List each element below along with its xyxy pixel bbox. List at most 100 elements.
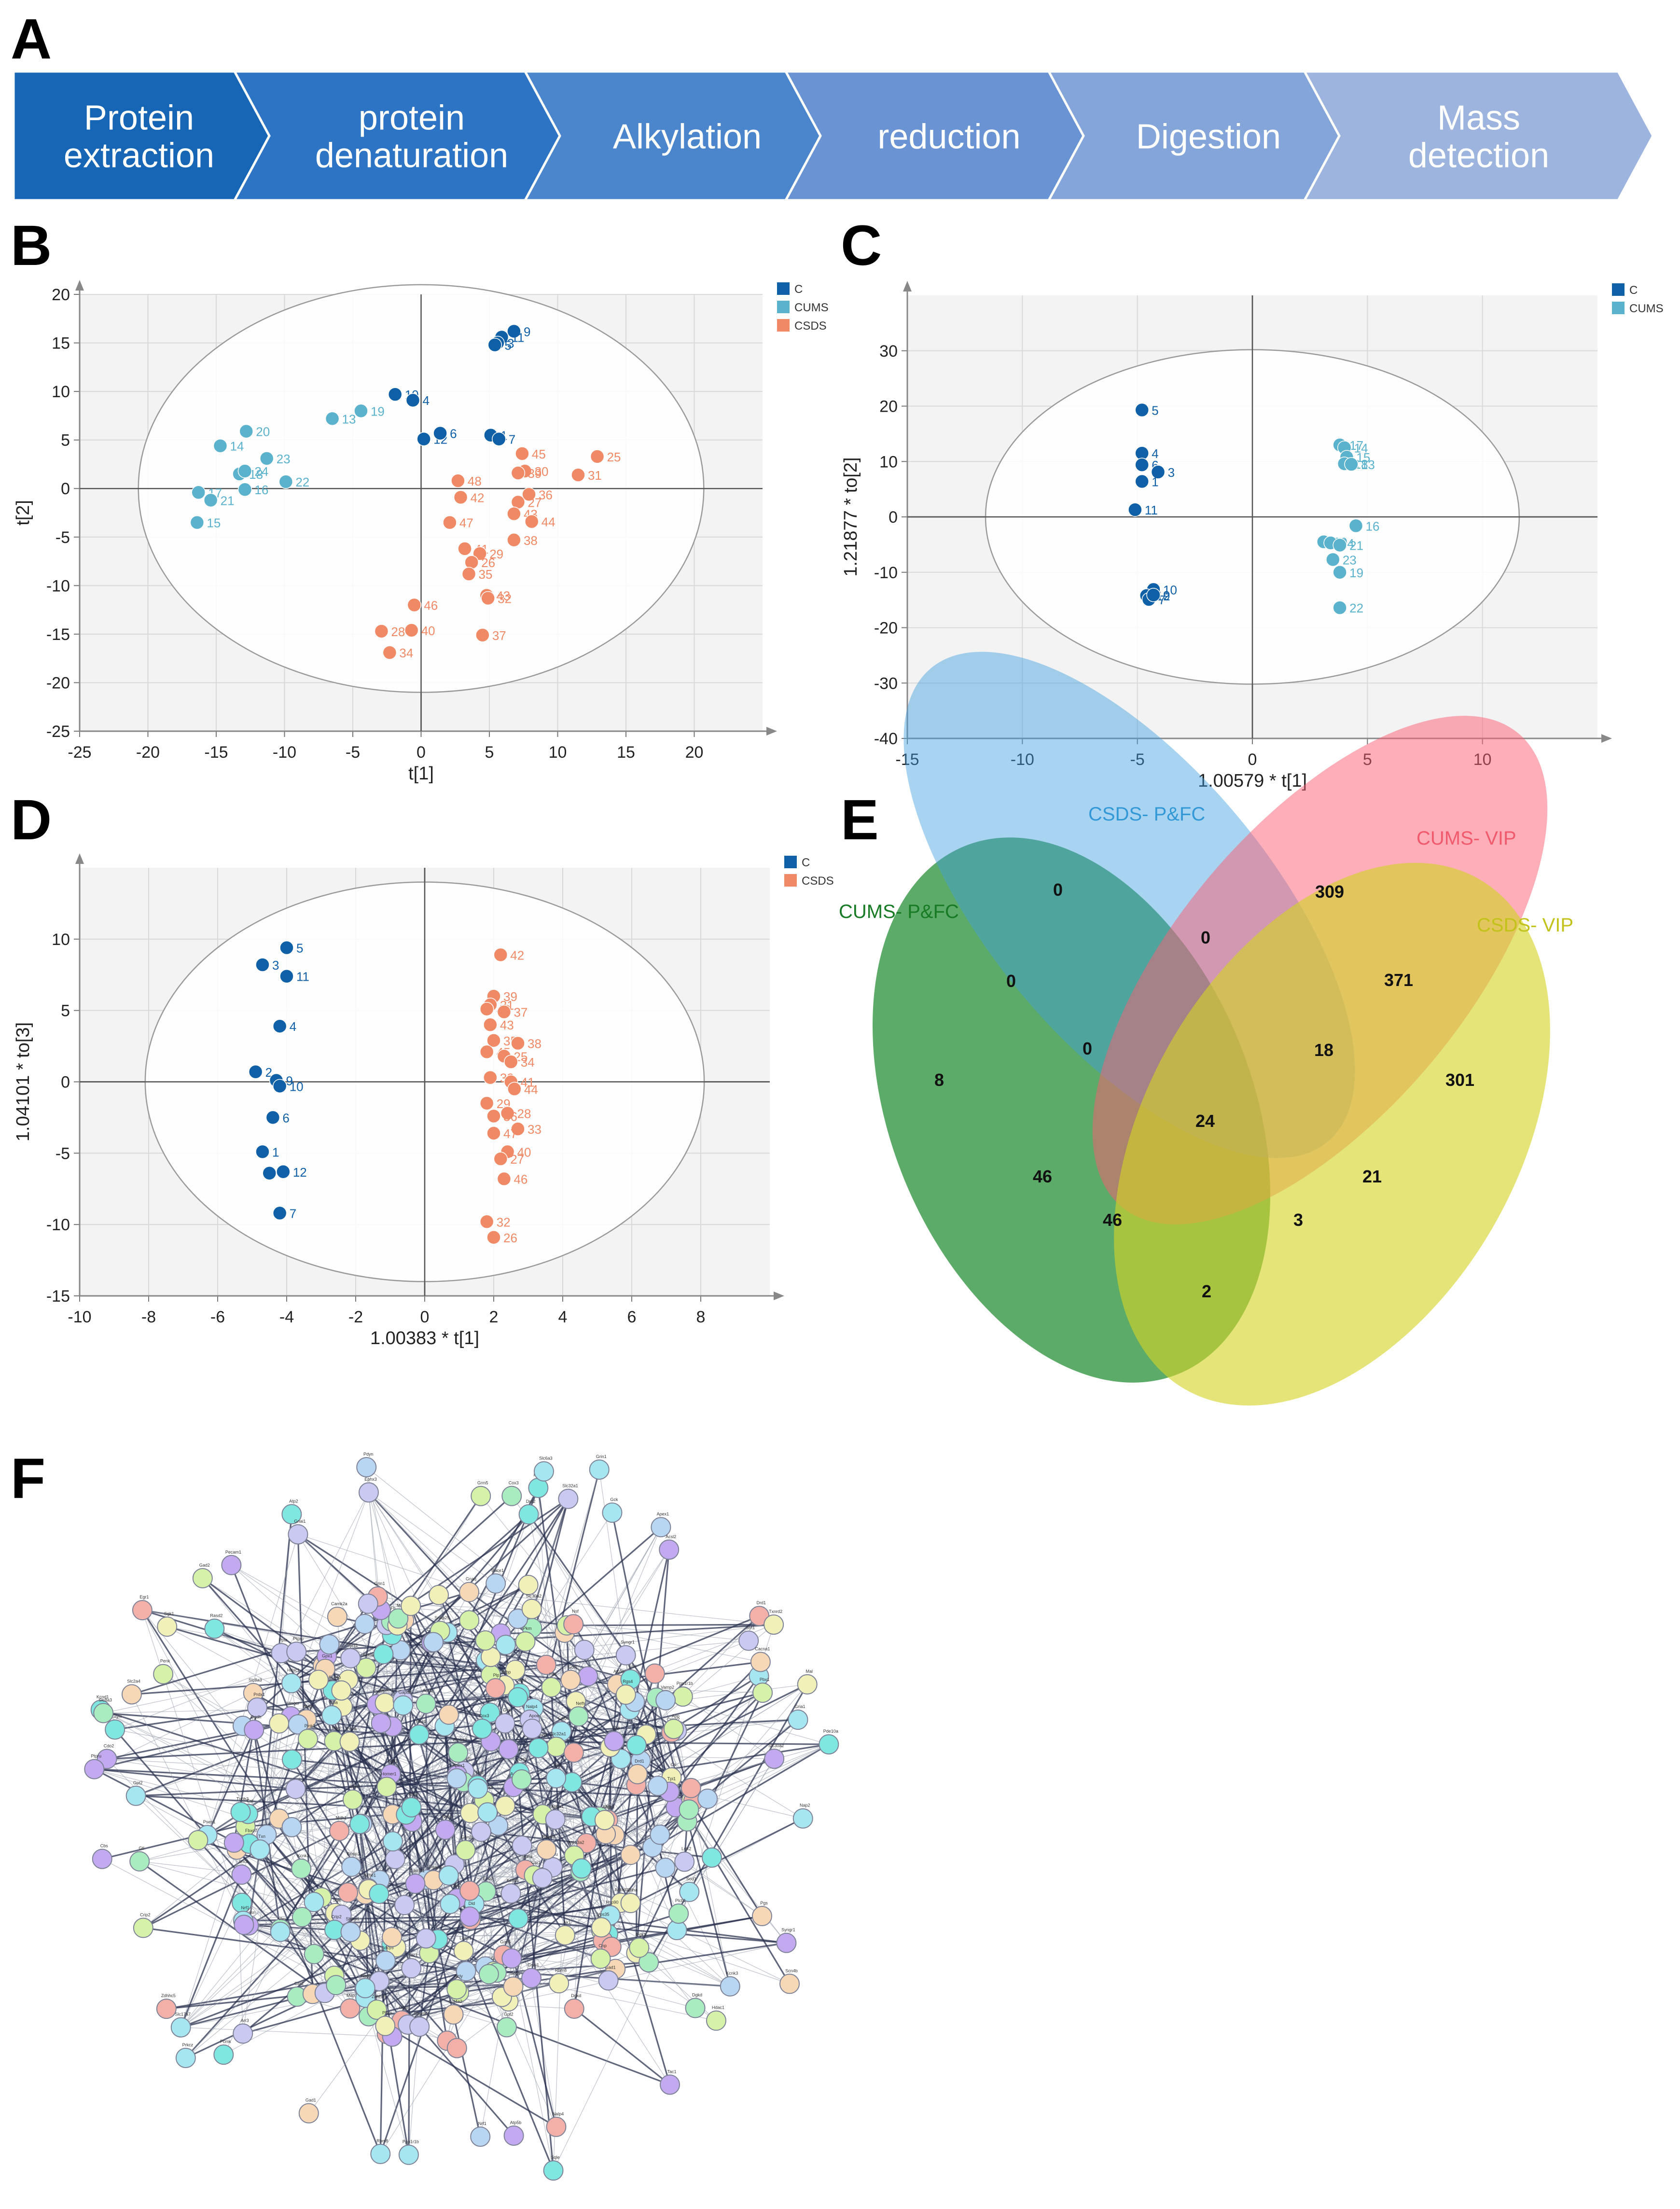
network-edge	[367, 1728, 533, 1889]
network-node-label: Aqp4	[510, 1772, 520, 1777]
network-node-label: Sqle	[551, 2155, 560, 2160]
network-node	[697, 1788, 718, 1809]
network-edge	[292, 1759, 457, 1779]
network-edge	[401, 1871, 581, 2021]
network-node	[498, 1991, 519, 2012]
network-edge	[334, 1975, 507, 2028]
point-label: 40	[421, 624, 435, 638]
point-label: 29	[489, 547, 503, 561]
network-edge	[454, 1864, 602, 1931]
point-label: 47	[503, 1126, 517, 1141]
data-point	[1344, 457, 1359, 472]
network-node-label: Tac1	[409, 1953, 418, 1958]
network-edge	[493, 1913, 679, 1973]
network-edge	[683, 1821, 688, 1862]
network-edge	[426, 1703, 543, 1878]
network-node-label: Rasd2	[542, 1834, 555, 1839]
y-tick-label: 10	[52, 383, 70, 401]
network-edge	[350, 1931, 438, 1940]
network-node	[401, 1958, 422, 1979]
network-edge	[136, 1795, 502, 1998]
network-node-label: Prkcz	[673, 1915, 684, 1919]
network-edge	[447, 1632, 609, 1820]
network-edge	[404, 1863, 455, 1906]
network-edge	[352, 1778, 522, 1801]
point-label: 36	[539, 487, 553, 502]
network-node-label: Nrf1	[478, 2121, 486, 2126]
point-label: 38	[524, 533, 538, 548]
network-edge	[180, 1690, 342, 2028]
network-node-label: Grm5	[477, 1481, 488, 1486]
network-edge	[257, 1492, 369, 1708]
network-edge	[546, 1665, 677, 1731]
venn-count-green_blue_yellow: 3	[1293, 1210, 1303, 1230]
network-node-label: Lonp1	[459, 1935, 472, 1940]
network-node	[402, 1811, 422, 1832]
network-edge	[411, 1821, 448, 2041]
point-label: 23	[277, 452, 291, 466]
network-edge	[444, 1726, 467, 1972]
network-node	[243, 1683, 264, 1704]
network-edge	[389, 1726, 393, 1775]
point-label: 28	[391, 625, 405, 639]
network-node	[315, 1658, 335, 1679]
x-axis-label: t[1]	[408, 764, 434, 784]
network-edge	[456, 1814, 543, 1990]
network-node	[486, 1573, 506, 1594]
network-edge	[136, 1656, 491, 1797]
network-node-label: Gba	[330, 1700, 338, 1705]
x-tick-label: -5	[346, 743, 360, 762]
network-edge	[505, 1645, 555, 2171]
network-edge	[431, 1642, 434, 1880]
network-edge	[214, 1628, 708, 1799]
y-tick-label: 10	[52, 931, 70, 949]
network-node	[133, 1917, 153, 1938]
venn-set-label: CSDS- VIP	[1477, 915, 1573, 936]
network-node-label: Pecam1	[225, 1550, 241, 1555]
network-edge	[495, 1688, 677, 1731]
network-node-label: Plcb1	[675, 1898, 686, 1903]
network-edge	[302, 1917, 489, 1975]
network-edge	[318, 1591, 470, 1681]
network-node	[269, 1713, 290, 1734]
network-node	[392, 1689, 413, 1710]
network-edge	[418, 1608, 532, 1736]
network-edge	[102, 1859, 458, 2049]
x-tick-label: -10	[68, 1308, 91, 1326]
network-edge	[426, 1855, 575, 1939]
network-node	[568, 1706, 589, 1727]
network-edge	[470, 1813, 502, 1997]
network-edge	[324, 1864, 455, 1993]
network-edge	[365, 1841, 393, 1895]
network-edge	[230, 1565, 292, 1717]
network-edge	[521, 1779, 609, 1820]
network-node	[93, 1703, 114, 1723]
network-node	[281, 1673, 302, 1694]
network-node	[562, 1772, 583, 1792]
network-edge	[508, 1749, 543, 1815]
point-label: 39	[503, 989, 517, 1004]
point-label: 10	[290, 1079, 304, 1094]
network-node-label: Ctsb	[461, 1756, 471, 1761]
network-edge	[555, 1744, 829, 1820]
network-edge	[280, 1903, 450, 1932]
network-edge	[504, 1684, 692, 1801]
network-edge	[336, 1950, 464, 1986]
network-edge	[533, 1708, 572, 1782]
network-edge	[573, 1654, 627, 1753]
network-edge	[94, 1768, 489, 1975]
network-edge	[297, 1533, 692, 1789]
network-edge	[335, 1487, 539, 1986]
network-edge	[470, 1814, 543, 1920]
network-edge	[657, 1777, 672, 1787]
network-edge	[291, 1679, 319, 1684]
network-edge	[365, 1894, 601, 1931]
network-node	[597, 1809, 618, 1830]
network-edge	[411, 1821, 471, 1917]
network-edge	[326, 1656, 488, 1813]
network-edge	[503, 1800, 692, 1956]
network-node	[593, 1931, 613, 1951]
network-edge	[368, 2001, 509, 2017]
network-edge	[525, 1869, 637, 1954]
network-edge	[365, 1871, 581, 1999]
